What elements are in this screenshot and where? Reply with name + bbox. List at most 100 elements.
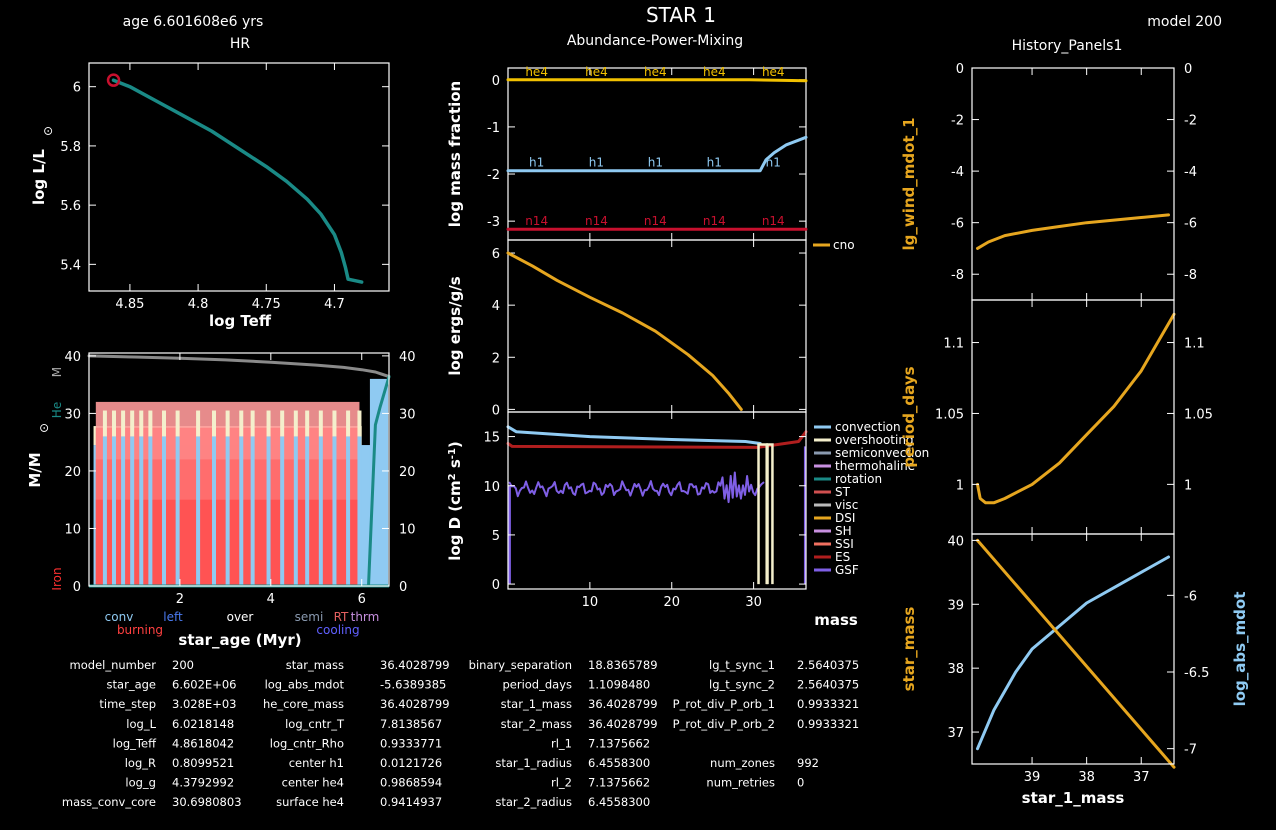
abund-n14-label: n14: [644, 214, 667, 228]
kipp-overshoot-stripe: [139, 410, 144, 437]
power-cno-line: [506, 251, 743, 411]
kipp-overshoot-stripe: [121, 410, 126, 437]
abund-he4-label: he4: [762, 65, 785, 79]
kipp-ytick-label: 20: [64, 465, 81, 480]
info-key: star_age: [107, 678, 156, 692]
hist-mass-y2tick-label: -7: [1184, 743, 1197, 758]
hist-mass-ytick-label: 39: [947, 598, 964, 613]
mix-xlabel: mass: [814, 611, 858, 629]
hist-wind-ytick-label: -6: [951, 217, 964, 232]
info-key: center he4: [282, 776, 344, 790]
kipp-legend-left: left: [163, 610, 183, 624]
info-key: star_1_mass: [501, 697, 572, 711]
abund-h1-label: h1: [648, 156, 663, 170]
kipp-convection-stripe: [162, 436, 166, 586]
kipp-convection-stripe: [139, 436, 144, 586]
kipp-legend-cooling: cooling: [316, 623, 359, 637]
hist-mass-xtick-label: 37: [1133, 770, 1150, 785]
mix-legend-SH: SH: [835, 524, 852, 538]
hr-ytick-label: 5.6: [60, 199, 81, 214]
hist-wind-ytick-label: -8: [951, 268, 964, 283]
info-value: 0: [797, 776, 804, 790]
info-value: 7.1375662: [588, 776, 650, 790]
kipp-overshoot-stripe: [130, 410, 135, 437]
power-ytick-label: 4: [492, 299, 500, 314]
kipp-ytick-label: 10: [64, 522, 81, 537]
kipp-frame: [88, 352, 390, 587]
kipp-ytick-label: 40: [64, 350, 81, 365]
info-key: star_2_radius: [495, 795, 572, 809]
info-value: 0.0121726: [380, 756, 442, 770]
info-key: num_retries: [706, 776, 775, 790]
mix-legend-thermohaline: thermohaline: [835, 459, 915, 473]
power-ytick-label: 0: [492, 403, 500, 418]
kipp-legend-thrm: thrm: [351, 610, 380, 624]
kipp-overshoot-stripe: [225, 410, 230, 437]
info-value: 0.8099521: [172, 756, 234, 770]
hist-wind-ytick-label: 0: [956, 62, 964, 77]
info-value: 2.5640375: [797, 678, 859, 692]
info-key: log_R: [125, 756, 156, 770]
info-value: 36.4028799: [380, 697, 450, 711]
hist-period-line: [976, 312, 1176, 505]
kipp-tag-iron: Iron: [50, 567, 64, 590]
kipp-convection-stripe: [112, 436, 116, 586]
info-value: 992: [797, 756, 819, 770]
kipp-ytick-label-right: 40: [399, 350, 416, 365]
hr-xlabel: log Teff: [209, 312, 272, 330]
hist-period-ytick-label: 1.1: [943, 337, 964, 352]
kipp-overshoot-stripe: [293, 410, 298, 437]
kipp-xtick-label: 2: [176, 592, 184, 607]
info-value: 3.028E+03: [172, 697, 236, 711]
hist-mass-ytick-label: 38: [947, 662, 964, 677]
hist-wind-ytick-label: -2: [951, 114, 964, 129]
mix-legend-ST: ST: [835, 485, 851, 499]
kipp-legend-semi: semi: [295, 610, 324, 624]
mix-ytick-label: 5: [492, 529, 500, 544]
info-value: 18.8365789: [588, 658, 658, 672]
kipp-total-mass-line: [87, 354, 391, 379]
hist-xlabel: star_1_mass: [1022, 789, 1125, 807]
abund-n14-label: n14: [585, 214, 608, 228]
hist-period-ytick-label-right: 1.1: [1184, 337, 1205, 352]
info-value: 6.602E+06: [172, 678, 236, 692]
info-value: 0.9933321: [797, 717, 859, 731]
kipp-ytick-label: 30: [64, 407, 81, 422]
kipp-convection-stripe: [121, 436, 126, 586]
kipp-convection-stripe: [318, 436, 323, 586]
kipp-overshoot-stripe: [250, 410, 255, 437]
mix-legend-convection: convection: [835, 420, 901, 434]
kipp-overshoot-stripe: [332, 410, 337, 437]
kipp-convection-stripe: [332, 436, 337, 586]
info-table: model_number 200 star_age 6.602E+06 time_ste…: [62, 658, 859, 809]
kipp-ylabel: M/M: [26, 452, 44, 487]
kipp-convection-stripe: [305, 436, 310, 586]
abund-h1-label: h1: [707, 156, 722, 170]
kipp-convection-stripe: [130, 436, 135, 586]
kipp-overshoot-stripe: [357, 410, 362, 437]
kipp-xlabel: star_age (Myr): [178, 631, 301, 649]
info-key: time_step: [99, 697, 156, 711]
power-ylabel: log ergs/g/s: [446, 276, 464, 375]
hist-period-ytick-label: 1: [956, 478, 964, 493]
kipp-xtick-label: 4: [267, 592, 275, 607]
kipp-ylabel-sub: ⊙: [37, 423, 51, 433]
hr-frame: [88, 62, 390, 292]
mix-convection-line: [506, 425, 762, 445]
kipp-overshoot-stripe: [148, 410, 153, 437]
info-value: 36.4028799: [588, 697, 658, 711]
hist-mass-y2tick-label: -6: [1184, 589, 1197, 604]
abund-he4-label: he4: [525, 65, 548, 79]
abund-he4-label: he4: [703, 65, 726, 79]
info-value: 1.1098480: [588, 678, 650, 692]
info-value: 0.9868594: [380, 776, 442, 790]
info-value: 0.9414937: [380, 795, 442, 809]
kipp-convection-stripe: [148, 436, 153, 586]
mix-xtick-label: 30: [745, 595, 762, 610]
kipp-convection-stripe: [280, 436, 285, 586]
power-ytick-label: 6: [492, 247, 500, 262]
kipp-legend-RT: RT: [334, 610, 349, 624]
hr-xtick-label: 4.75: [252, 297, 281, 312]
info-key: lg_t_sync_2: [709, 678, 775, 692]
hr-ytick-label: 5.4: [60, 258, 81, 273]
